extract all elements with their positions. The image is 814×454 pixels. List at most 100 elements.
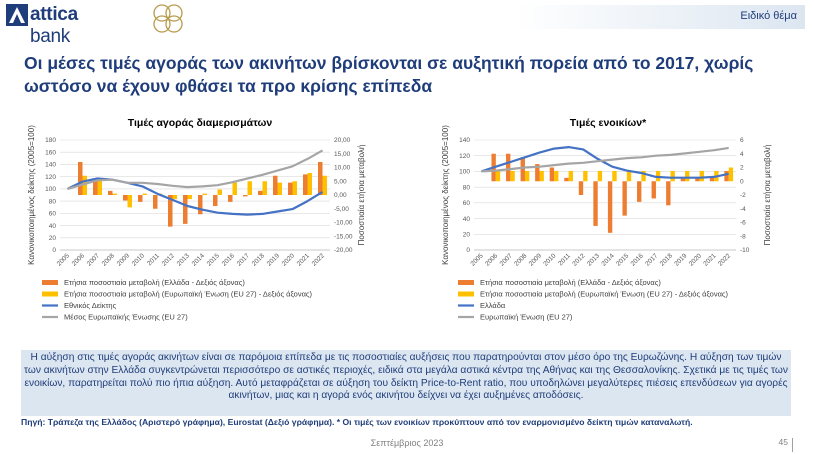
y-tick-label: 120 (45, 174, 56, 181)
bar-greece (535, 164, 540, 182)
bar-eu (97, 178, 102, 195)
x-tick-label: 2021 (702, 252, 717, 267)
bar-greece (78, 162, 83, 195)
bar-greece (318, 162, 323, 195)
y-tick-label: 80 (463, 184, 471, 191)
series-line-eu (67, 149, 324, 190)
bar-greece (153, 195, 158, 209)
bar-eu (322, 175, 327, 195)
bar-greece (680, 177, 686, 182)
y2-tick-label: -20,00 (334, 247, 353, 254)
bar-greece (695, 177, 700, 182)
y2-axis-label: Ποσοστιαία ετήσια μεταβολή (357, 145, 366, 246)
y2-tick-label: 4 (740, 151, 744, 158)
x-tick-label: 2022 (717, 252, 732, 267)
legend-label: Ετήσια ποσοστιαία μεταβολή (Ελλάδα - Δεξ… (64, 278, 245, 287)
x-tick-label: 2016 (221, 252, 236, 267)
y2-tick-label: 10,00 (334, 165, 351, 172)
x-tick-label: 2009 (528, 252, 543, 267)
x-tick-label: 2022 (311, 252, 326, 267)
x-tick-label: 2019 (266, 252, 281, 267)
bar-greece (607, 181, 613, 233)
bar-greece (651, 181, 656, 199)
y2-tick-label: 15,00 (334, 151, 351, 158)
y-tick-label: 120 (459, 153, 470, 160)
bar-eu (112, 193, 117, 195)
bar-eu (597, 170, 603, 182)
legend-label: Ετήσια ποσοστιαία μεταβολή (Ευρωπαϊκή Έν… (480, 290, 729, 299)
y2-tick-label: -4 (740, 206, 746, 213)
bar-greece (108, 190, 113, 195)
legend-label: Μέσος Ευρωπαϊκής Ένωσης (EU 27) (64, 313, 188, 322)
y-tick-label: 100 (459, 169, 470, 176)
bar-eu (510, 170, 515, 182)
x-tick-label: 2010 (542, 252, 557, 267)
iobe-logo (153, 4, 183, 33)
x-tick-label: 2007 (86, 252, 101, 267)
bar-greece (520, 157, 525, 182)
y-tick-label: 60 (49, 211, 57, 218)
source-note: Πηγή: Τράπεζα της Ελλάδος (Αριστερό γράφ… (21, 417, 693, 427)
bar-greece (724, 170, 729, 182)
footer-date: Σεπτέμβριος 2023 (370, 438, 444, 448)
x-tick-label: 2013 (176, 252, 191, 267)
y2-tick-label: -10 (740, 247, 750, 254)
bar-greece (228, 195, 233, 202)
bar-eu (524, 170, 530, 182)
bar-greece (273, 175, 278, 195)
bar-eu (626, 170, 632, 182)
bar-eu (554, 170, 559, 182)
bar-greece (123, 195, 128, 201)
bar-greece (637, 181, 642, 202)
y-tick-label: 0 (52, 247, 56, 254)
y2-tick-label: -2 (740, 192, 746, 199)
y2-tick-label: -8 (740, 233, 746, 240)
x-tick-label: 2011 (557, 252, 572, 267)
y-tick-label: 60 (463, 200, 471, 207)
series-line-eu (481, 146, 729, 173)
bar-eu (232, 182, 237, 195)
y2-axis-label: Ποσοστιαία ετήσια μεταβολή (763, 145, 772, 246)
bar-eu (277, 182, 282, 195)
bar-eu (142, 193, 147, 195)
bar-eu (307, 173, 312, 195)
attica-bank-logo: attica bank (6, 4, 122, 47)
legend-swatch (458, 291, 474, 297)
y2-tick-label: 0,00 (334, 192, 347, 199)
bar-eu (568, 170, 573, 182)
bar-eu (699, 170, 704, 182)
bar-greece (506, 153, 511, 182)
bar-greece (709, 177, 715, 182)
x-tick-label: 2015 (615, 252, 630, 267)
x-tick-label: 2006 (71, 252, 86, 267)
x-tick-label: 2012 (161, 252, 176, 267)
legend-swatch (458, 280, 474, 285)
bar-eu (217, 189, 222, 195)
y2-tick-label: 6 (740, 137, 744, 144)
bar-greece (549, 167, 555, 182)
x-tick-label: 2015 (206, 252, 221, 267)
brand-name: attica bank (30, 4, 78, 47)
y2-tick-label: 5,00 (334, 178, 347, 185)
legend-swatch (42, 291, 58, 297)
y-tick-label: 180 (45, 137, 56, 144)
y-tick-label: 20 (463, 231, 471, 238)
bar-greece (243, 195, 248, 197)
y2-tick-label: -15,00 (334, 233, 353, 240)
bar-greece (183, 195, 188, 224)
y-tick-label: 40 (49, 223, 57, 230)
x-tick-label: 2005 (56, 252, 71, 267)
chart-rent-prices: Τιμές ενοικίων*020406080100120140-10-8-6… (441, 117, 772, 322)
x-tick-label: 2017 (644, 252, 659, 267)
y2-tick-label: 20,00 (334, 137, 351, 144)
x-tick-label: 2010 (131, 252, 146, 267)
bar-eu (612, 170, 617, 182)
legend-label: Ετήσια ποσοστιαία μεταβολή (Ευρωπαϊκή Έν… (64, 290, 313, 299)
x-tick-label: 2021 (296, 252, 311, 267)
bar-eu (292, 181, 297, 195)
x-tick-label: 2014 (601, 252, 616, 267)
y2-tick-label: -10,00 (334, 220, 353, 227)
bar-eu (187, 195, 192, 200)
bar-eu (127, 195, 132, 208)
y2-tick-label: 2 (740, 165, 744, 172)
